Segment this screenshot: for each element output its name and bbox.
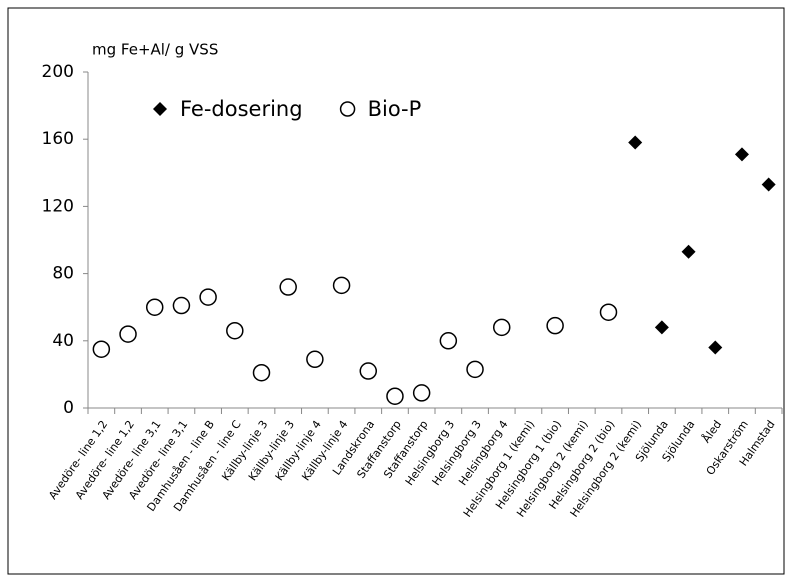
chart-border	[7, 7, 785, 575]
circle-marker	[92, 340, 111, 358]
circle-marker	[332, 276, 351, 295]
circle-marker	[386, 387, 404, 405]
circle-marker	[306, 350, 324, 369]
circle-marker	[466, 360, 484, 379]
y-tick-label: 160	[42, 129, 74, 149]
y-tick-label: 40	[52, 331, 74, 351]
diamond-marker	[708, 340, 723, 355]
circle-marker	[599, 303, 618, 321]
circle-marker	[172, 296, 191, 315]
y-tick-label: 200	[42, 62, 74, 82]
diamond-marker	[628, 135, 643, 150]
circle-marker	[119, 325, 137, 343]
diamond-marker	[681, 244, 696, 259]
circle-marker	[226, 321, 244, 340]
legend-diamond	[153, 102, 167, 116]
diamond-marker	[734, 147, 749, 162]
y-axis-label: mg Fe+Al/ g VSS	[92, 41, 218, 59]
diamond-marker	[654, 320, 669, 335]
legend-circle	[339, 101, 356, 117]
legend-label: Bio-P	[368, 97, 422, 121]
y-tick-label: 120	[42, 196, 74, 216]
circle-marker	[546, 316, 564, 335]
y-tick-label: 80	[52, 264, 74, 284]
diamond-marker	[761, 177, 776, 192]
circle-marker	[199, 288, 217, 306]
circle-marker	[252, 363, 271, 382]
circle-marker	[412, 384, 431, 402]
circle-marker	[145, 298, 164, 316]
circle-marker	[279, 278, 297, 296]
circle-marker	[359, 362, 378, 380]
circle-marker	[439, 332, 458, 350]
circle-marker	[492, 318, 511, 337]
x-tick-label: Åled	[700, 418, 725, 445]
y-tick-label: 0	[63, 398, 74, 418]
legend-label: Fe-dosering	[180, 97, 303, 121]
